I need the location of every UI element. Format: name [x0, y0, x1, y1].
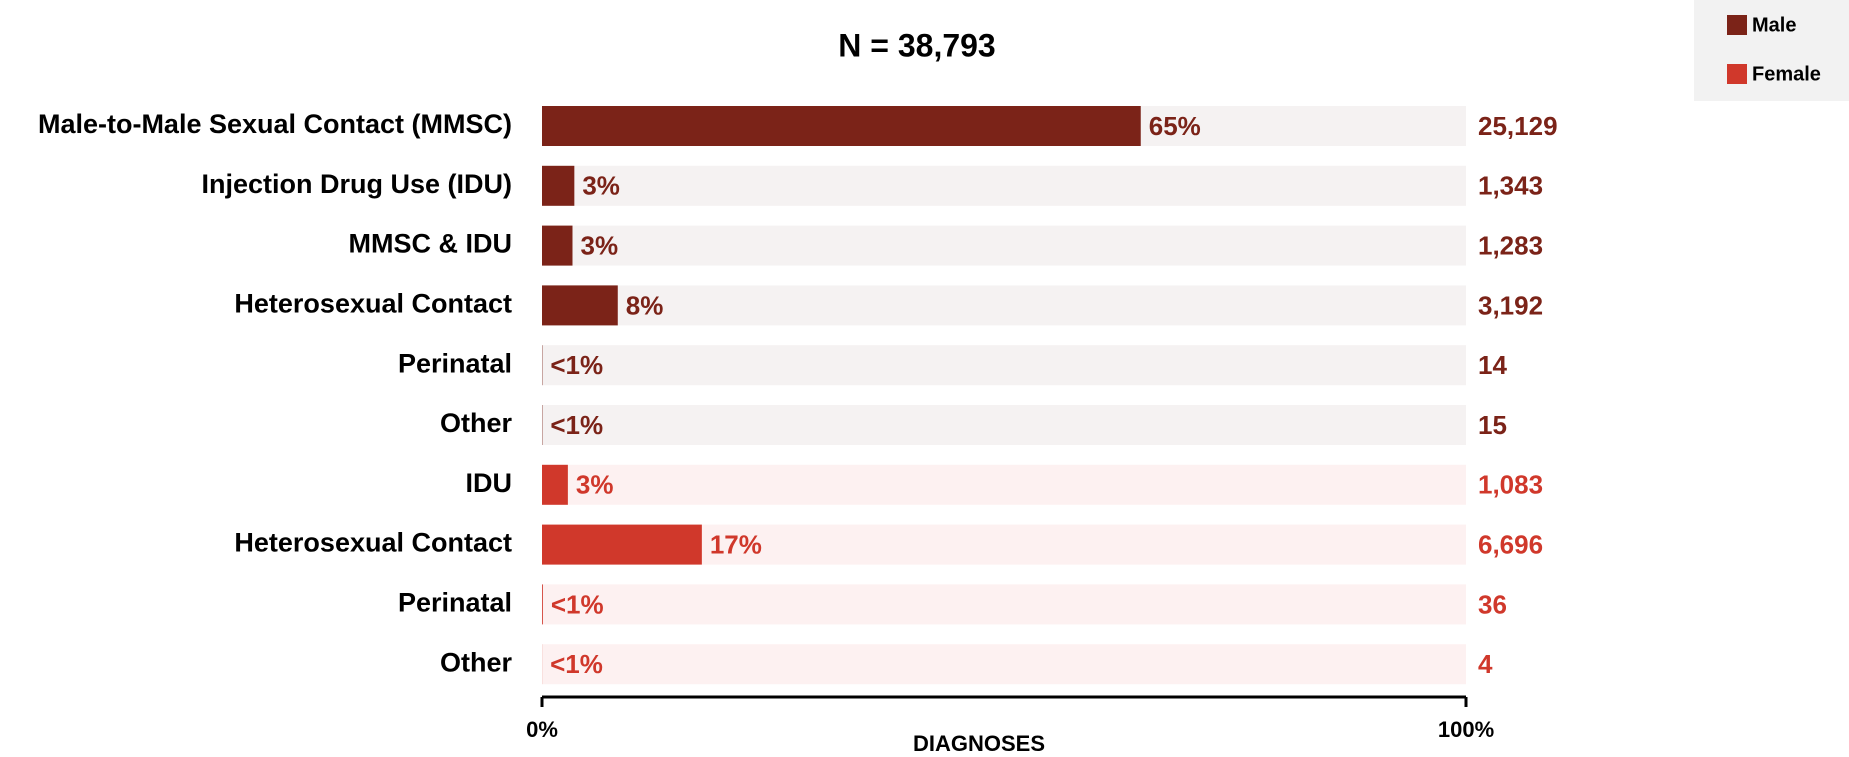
value-label: 17% [710, 529, 762, 559]
value-label: <1% [551, 589, 604, 619]
bar-track [542, 464, 1466, 505]
bar [542, 165, 575, 206]
bar-track [542, 584, 1466, 625]
y-tick-label: Injection Drug Use (IDU) [201, 169, 512, 199]
count-label: 3,192 [1478, 290, 1543, 320]
x-tick-label: 0% [526, 717, 558, 742]
bar [542, 524, 702, 565]
y-tick-label: Other [440, 408, 513, 438]
legend-swatch [1727, 64, 1747, 84]
bar [542, 285, 618, 326]
value-label: 3% [576, 470, 614, 500]
y-tick-label: Male-to-Male Sexual Contact (MMSC) [38, 109, 512, 139]
y-tick-label: IDU [466, 468, 513, 498]
bar-track [542, 165, 1466, 206]
count-label: 14 [1478, 350, 1507, 380]
y-tick-label: Other [440, 647, 513, 677]
legend-label: Female [1752, 63, 1821, 85]
count-label: 1,283 [1478, 230, 1543, 260]
y-tick-label: Perinatal [398, 348, 512, 378]
y-tick-label: Heterosexual Contact [234, 289, 512, 319]
bar [542, 225, 573, 266]
value-label: 65% [1149, 111, 1201, 141]
bar-track [542, 285, 1466, 326]
value-label: <1% [550, 649, 603, 679]
value-label: 8% [626, 290, 664, 320]
bar [542, 106, 1141, 146]
x-tick-label: 100% [1438, 717, 1494, 742]
y-tick-label: Heterosexual Contact [234, 528, 512, 558]
count-label: 15 [1478, 410, 1507, 440]
legend-label: Male [1752, 14, 1796, 36]
count-label: 4 [1478, 649, 1493, 679]
bar [542, 584, 543, 625]
legend-box [1694, 0, 1849, 101]
value-label: <1% [550, 350, 603, 380]
x-axis-label: DIAGNOSES [913, 731, 1045, 756]
count-label: 25,129 [1478, 111, 1558, 141]
legend-swatch [1727, 15, 1747, 35]
y-tick-label: Perinatal [398, 588, 512, 618]
count-label: 1,343 [1478, 171, 1543, 201]
count-label: 1,083 [1478, 470, 1543, 500]
chart-title: N = 38,793 [838, 27, 995, 63]
value-label: <1% [550, 410, 603, 440]
value-label: 3% [580, 230, 618, 260]
count-label: 6,696 [1478, 529, 1543, 559]
value-label: 3% [582, 171, 620, 201]
bar-track [542, 225, 1466, 266]
bar [542, 464, 568, 505]
count-label: 36 [1478, 589, 1507, 619]
bar-track [542, 345, 1466, 386]
y-tick-label: MMSC & IDU [349, 229, 513, 259]
bar-track [542, 644, 1466, 685]
bar-track [542, 405, 1466, 445]
